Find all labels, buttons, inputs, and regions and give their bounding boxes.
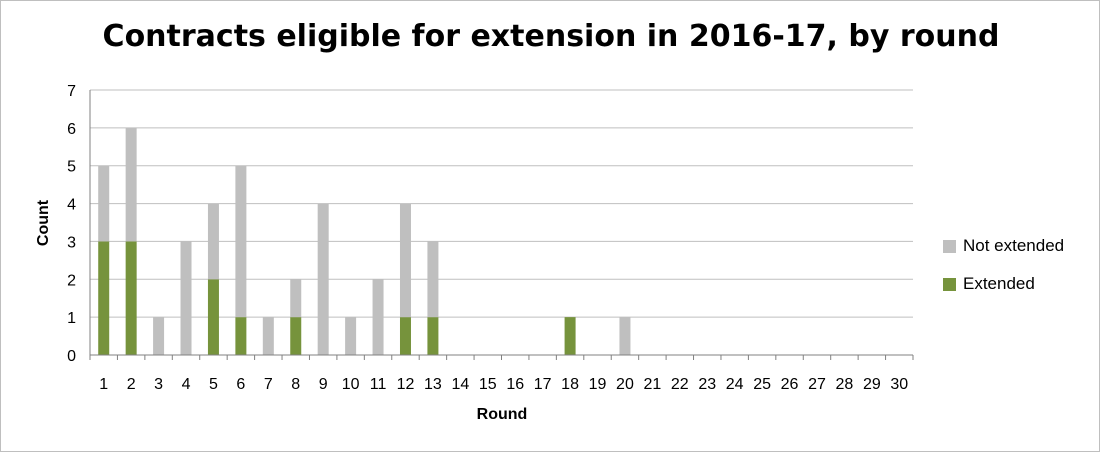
x-tick-label: 26 — [781, 376, 799, 393]
y-tick-label: 5 — [67, 159, 76, 176]
x-tick-label: 2 — [127, 376, 136, 393]
x-tick-label: 21 — [643, 376, 661, 393]
x-tick-label: 18 — [561, 376, 579, 393]
bar-not-extended-round-13 — [427, 241, 439, 318]
bar-not-extended-round-10 — [345, 317, 357, 355]
x-tick-label: 25 — [753, 376, 771, 393]
x-tick-label: 27 — [808, 376, 826, 393]
y-tick-label: 6 — [67, 121, 76, 138]
y-tick-label: 4 — [67, 197, 76, 214]
x-axis-title: Round — [477, 406, 528, 423]
x-tick-label: 10 — [342, 376, 360, 393]
x-tick-label: 14 — [451, 376, 469, 393]
x-tick-label: 11 — [370, 376, 387, 393]
legend: Not extended Extended — [943, 227, 1064, 303]
bar-extended-round-8 — [290, 317, 302, 355]
bar-not-extended-round-20 — [619, 317, 631, 355]
bar-not-extended-round-1 — [98, 165, 110, 242]
x-tick-label: 15 — [479, 376, 497, 393]
bar-not-extended-round-9 — [317, 203, 329, 355]
y-axis-title: Count — [35, 199, 52, 246]
bar-extended-round-12 — [399, 317, 411, 355]
y-tick-label: 7 — [67, 83, 76, 100]
y-tick-label: 3 — [67, 234, 76, 251]
x-tick-label: 23 — [698, 376, 716, 393]
x-tick-label: 29 — [863, 376, 881, 393]
bar-extended-round-2 — [125, 241, 137, 355]
legend-label: Not extended — [963, 236, 1065, 255]
bar-extended-round-6 — [235, 317, 247, 355]
x-tick-label: 5 — [209, 376, 218, 393]
x-tick-label: 30 — [890, 376, 908, 393]
bar-not-extended-round-8 — [290, 279, 302, 318]
bar-extended-round-18 — [564, 317, 576, 355]
bar-not-extended-round-12 — [399, 203, 411, 318]
y-tick-label: 0 — [67, 348, 76, 365]
x-tick-label: 3 — [154, 376, 163, 393]
y-tick-label: 1 — [67, 310, 76, 327]
bar-not-extended-round-2 — [125, 127, 137, 242]
legend-item-extended: Extended — [943, 265, 1064, 303]
bar-not-extended-round-6 — [235, 165, 247, 318]
bar-not-extended-round-4 — [180, 241, 192, 355]
bar-not-extended-round-5 — [207, 203, 219, 280]
x-tick-label: 8 — [291, 376, 300, 393]
x-tick-label: 6 — [236, 376, 245, 393]
x-tick-label: 12 — [397, 376, 415, 393]
x-tick-label: 19 — [589, 376, 607, 393]
bar-extended-round-13 — [427, 317, 439, 355]
bar-not-extended-round-3 — [153, 317, 165, 355]
x-tick-label: 17 — [534, 376, 552, 393]
bar-not-extended-round-11 — [372, 279, 384, 355]
x-tick-label: 28 — [836, 376, 854, 393]
x-tick-label: 4 — [182, 376, 191, 393]
x-tick-label: 13 — [424, 376, 442, 393]
x-tick-label: 1 — [99, 376, 108, 393]
bar-extended-round-5 — [207, 279, 219, 355]
bar-not-extended-round-7 — [262, 317, 274, 355]
legend-label: Extended — [963, 274, 1035, 293]
x-tick-label: 9 — [319, 376, 328, 393]
x-tick-label: 20 — [616, 376, 634, 393]
x-tick-label: 16 — [506, 376, 524, 393]
chart-title: Contracts eligible for extension in 2016… — [102, 19, 1000, 54]
x-tick-label: 22 — [671, 376, 689, 393]
bar-extended-round-1 — [98, 241, 110, 355]
x-tick-label: 7 — [264, 376, 273, 393]
x-tick-label: 24 — [726, 376, 744, 393]
legend-swatch — [943, 277, 956, 291]
y-tick-label: 2 — [67, 272, 76, 289]
legend-swatch — [943, 239, 956, 253]
legend-item-not-extended: Not extended — [943, 227, 1064, 265]
